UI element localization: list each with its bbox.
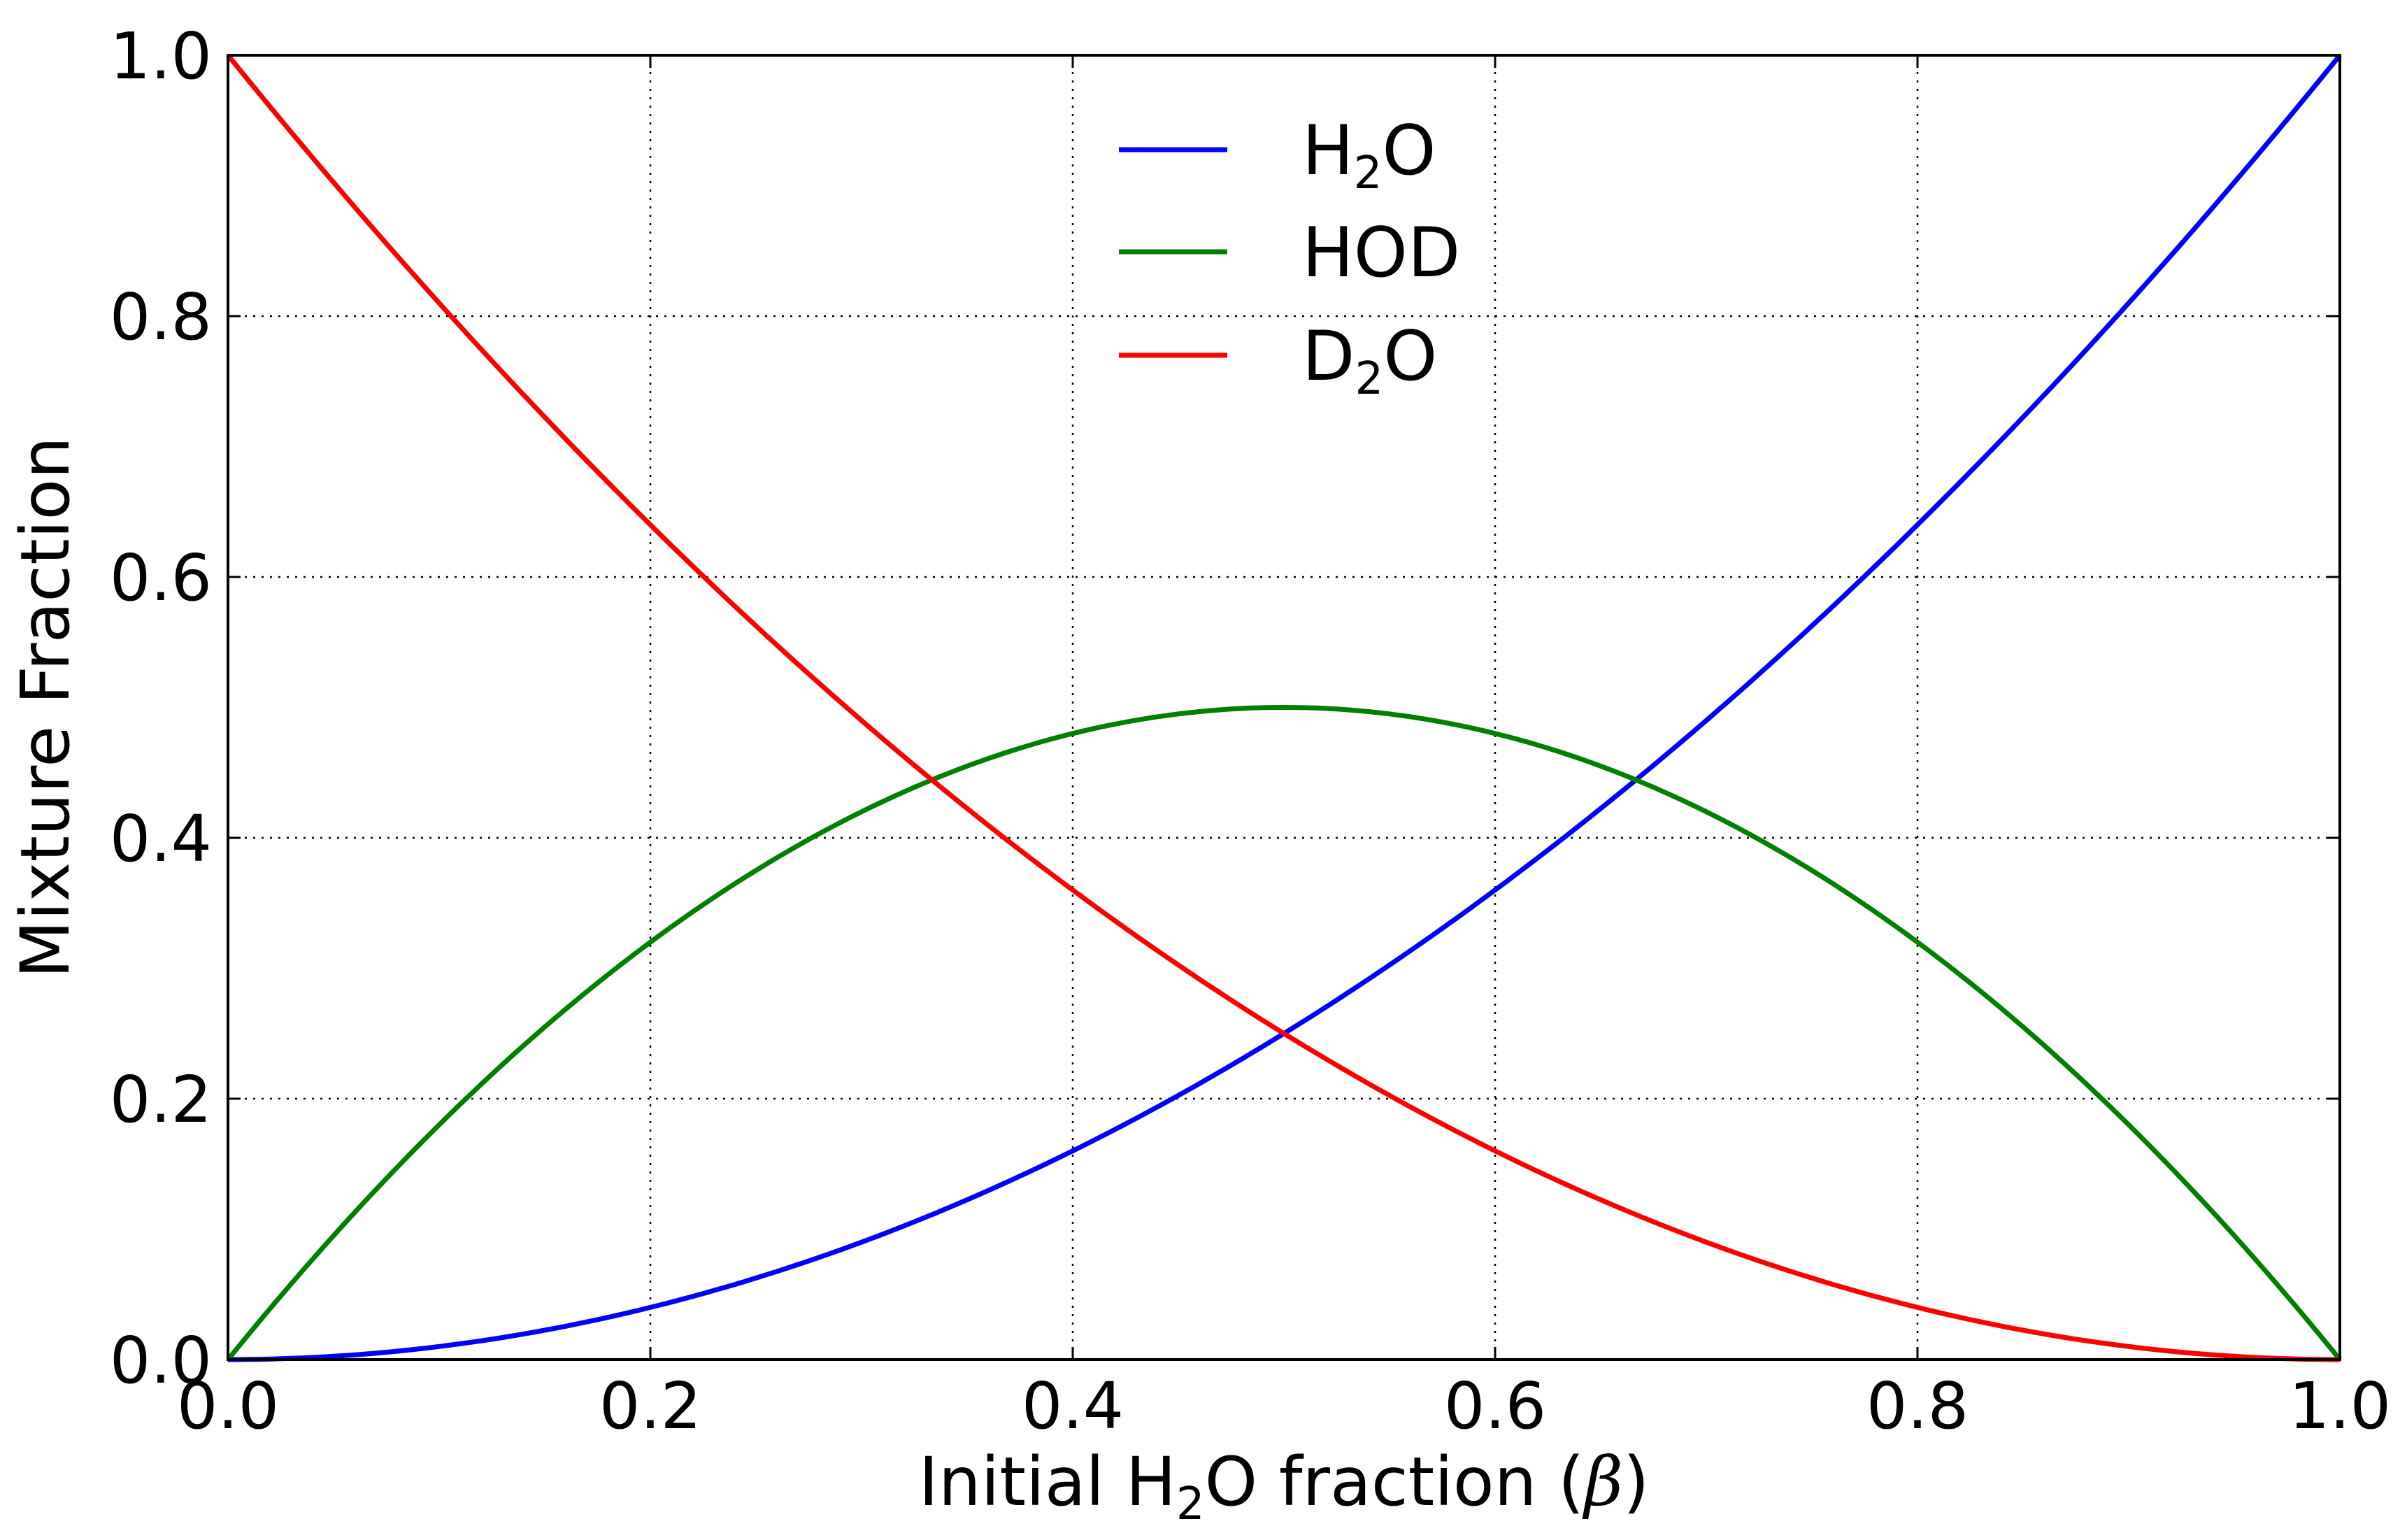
- series-line-d2o: [226, 53, 2340, 1362]
- x-tick-label: 0.8: [1866, 1369, 1969, 1443]
- x-tick-label: 0.4: [1022, 1369, 1124, 1443]
- legend: H2O HOD D2O: [1119, 111, 1460, 405]
- x-tick-label: 0.2: [599, 1369, 701, 1443]
- x-axis-label-subscript: 2: [1176, 1478, 1205, 1530]
- y-tick-label: 0.0: [110, 1323, 212, 1398]
- x-tick-label: 0.0: [177, 1369, 279, 1443]
- x-tick-label: 1.0: [2289, 1369, 2391, 1443]
- x-axis-label-before: Initial H: [919, 1443, 1176, 1521]
- legend-label-hod: HOD: [1302, 213, 1460, 293]
- legend-label-h2o: H2O: [1302, 111, 1436, 199]
- plot-frame: [227, 54, 2341, 1361]
- series-lines: [226, 53, 2342, 1362]
- axis-ticks: [227, 54, 2341, 1361]
- y-tick-label: 0.8: [110, 280, 212, 355]
- y-tick-label: 0.4: [110, 801, 212, 876]
- x-axis-label: Initial H2O fraction (β): [919, 1443, 1650, 1530]
- x-axis-label-symbol: β: [1582, 1443, 1623, 1521]
- y-tick-label: 0.6: [110, 541, 212, 615]
- legend-label-d2o: D2O: [1302, 317, 1437, 405]
- y-tick-labels: 0.0 0.2 0.4 0.6 0.8 1.0: [110, 19, 212, 1398]
- x-tick-labels: 0.0 0.2 0.4 0.6 0.8 1.0: [177, 1369, 2391, 1443]
- y-tick-label: 0.2: [110, 1062, 212, 1137]
- x-axis-label-close: ): [1623, 1443, 1649, 1521]
- x-axis-label-after: O fraction (: [1205, 1443, 1585, 1521]
- series-line-hod: [226, 705, 2342, 1362]
- y-axis-label: Mixture Fraction: [6, 436, 85, 978]
- y-tick-label: 1.0: [110, 19, 212, 94]
- x-tick-label: 0.6: [1444, 1369, 1546, 1443]
